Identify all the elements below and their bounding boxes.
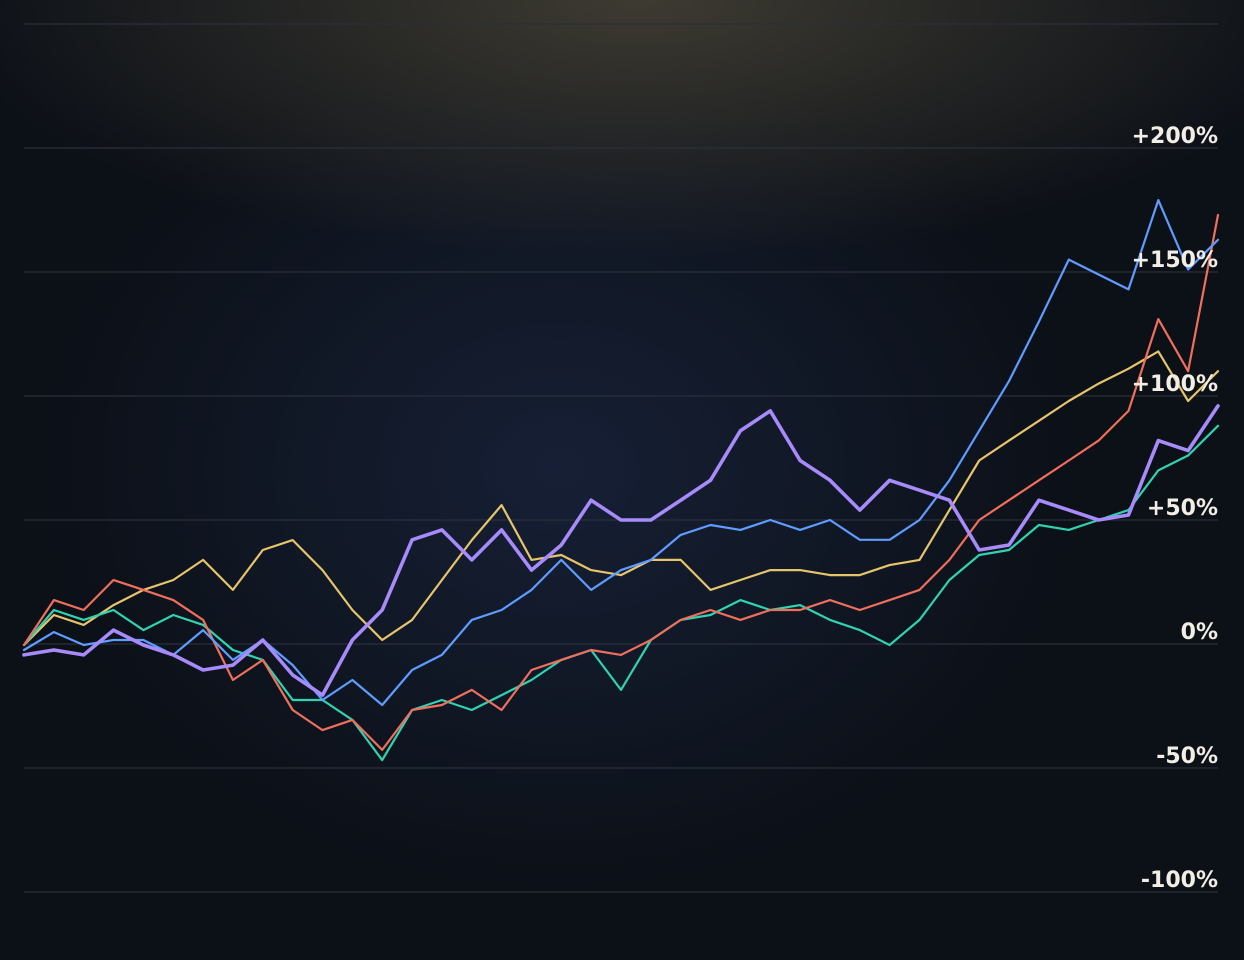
series-line-purple: [22, 404, 1220, 697]
gridlines: [24, 23, 1218, 893]
series-lines: [22, 199, 1220, 762]
series-line-yellow: [22, 350, 1220, 647]
y-tick-label: +200%: [1132, 124, 1218, 149]
series-line-red: [22, 213, 1220, 751]
series-line-blue: [22, 199, 1220, 707]
y-tick-label: -100%: [1141, 868, 1218, 893]
y-tick-labels: -100% -50% 0% +50% +100% +150% +200%: [1132, 124, 1218, 893]
series-line-teal: [22, 424, 1220, 762]
y-tick-label: +150%: [1132, 248, 1218, 273]
y-tick-label: +50%: [1147, 496, 1218, 521]
y-tick-label: 0%: [1181, 620, 1218, 645]
y-tick-label: -50%: [1156, 744, 1218, 769]
y-tick-label: +100%: [1132, 372, 1218, 397]
